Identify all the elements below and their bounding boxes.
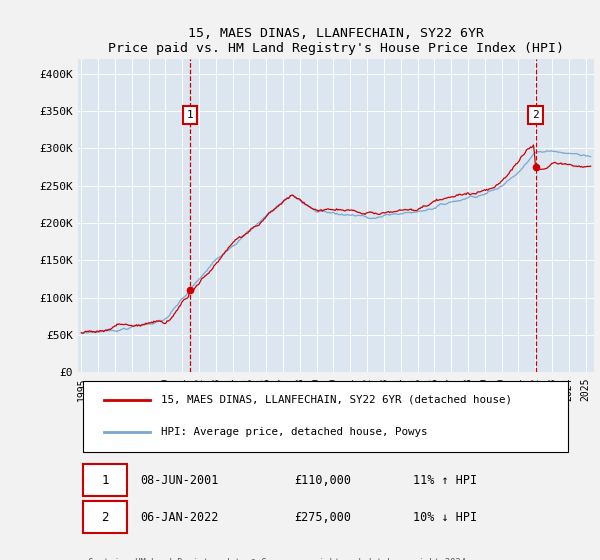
Text: 08-JUN-2001: 08-JUN-2001 — [140, 474, 218, 487]
Text: 06-JAN-2022: 06-JAN-2022 — [140, 511, 218, 524]
Text: Contains HM Land Registry data © Crown copyright and database right 2024.
This d: Contains HM Land Registry data © Crown c… — [88, 558, 472, 560]
Text: 11% ↑ HPI: 11% ↑ HPI — [413, 474, 478, 487]
Title: 15, MAES DINAS, LLANFECHAIN, SY22 6YR
Price paid vs. HM Land Registry's House Pr: 15, MAES DINAS, LLANFECHAIN, SY22 6YR Pr… — [108, 27, 564, 55]
Text: 1: 1 — [101, 474, 109, 487]
Text: 2: 2 — [532, 110, 539, 120]
Text: HPI: Average price, detached house, Powys: HPI: Average price, detached house, Powy… — [161, 427, 427, 437]
Text: 1: 1 — [187, 110, 193, 120]
FancyBboxPatch shape — [83, 381, 568, 452]
Text: 15, MAES DINAS, LLANFECHAIN, SY22 6YR (detached house): 15, MAES DINAS, LLANFECHAIN, SY22 6YR (d… — [161, 395, 512, 405]
Text: £110,000: £110,000 — [295, 474, 352, 487]
FancyBboxPatch shape — [83, 501, 127, 533]
Text: 2: 2 — [101, 511, 109, 524]
FancyBboxPatch shape — [83, 464, 127, 496]
Text: £275,000: £275,000 — [295, 511, 352, 524]
Text: 10% ↓ HPI: 10% ↓ HPI — [413, 511, 478, 524]
